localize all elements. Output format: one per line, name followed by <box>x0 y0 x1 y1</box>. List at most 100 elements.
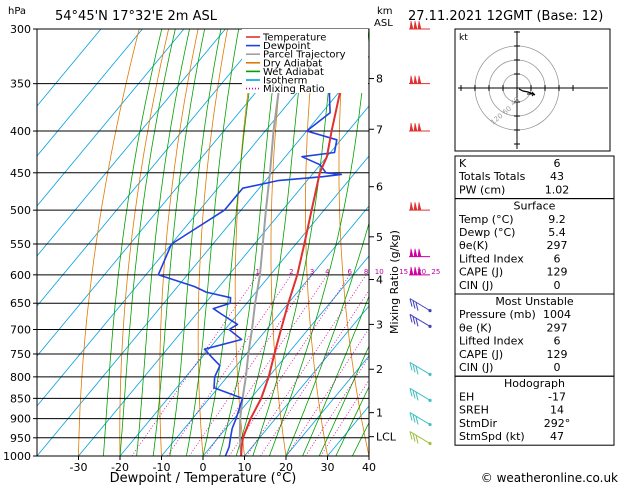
wind-barb <box>409 387 432 402</box>
legend-label: Temperature <box>262 33 326 44</box>
index-value: 297 <box>547 239 568 252</box>
isotherm-line <box>161 205 369 456</box>
index-label: PW (cm) <box>459 183 505 196</box>
isotherm-line <box>244 305 369 456</box>
hpa-unit-label: hPa <box>8 6 26 17</box>
mixing-ratio-label: 6 <box>347 268 352 276</box>
wind-barb <box>409 313 432 328</box>
dry-adiabat-line <box>609 23 629 456</box>
index-value: 129 <box>547 348 568 361</box>
km-tick-label: 8 <box>376 73 383 86</box>
pressure-tick-label: 700 <box>10 324 31 337</box>
mixing-ratio-label: 1 <box>255 268 259 276</box>
wind-barb <box>409 202 430 211</box>
index-label: Dewp (°C) <box>459 226 515 239</box>
index-label: SREH <box>459 404 489 417</box>
mixing-ratio-line <box>228 274 351 456</box>
mixing-ratio-label: 20 <box>417 268 426 276</box>
wind-barb <box>409 361 432 376</box>
dry-adiabat-line <box>197 29 228 456</box>
mixing-ratio-label: 10 <box>375 268 384 276</box>
altitude-km-axis: 8 7 6 5 4 3 2 1 LCL <box>369 73 397 444</box>
legend-label: Mixing Ratio <box>263 84 325 95</box>
hodograph-unit-label: kt <box>459 33 468 43</box>
pressure-tick-label: 750 <box>10 348 31 361</box>
index-label: EH <box>459 390 474 403</box>
pressure-tick-label: 600 <box>10 269 31 282</box>
pressure-axis: 300 350 400 450 500 550 600 650 700 750 800 850 900 9… <box>3 23 37 463</box>
wind-barb <box>409 431 432 446</box>
copyright-text: © weatheronline.co.uk <box>481 471 618 485</box>
index-value: -17 <box>548 390 566 403</box>
wind-barb <box>409 266 430 276</box>
pressure-tick-label: 850 <box>10 392 31 405</box>
pressure-tick-label: 500 <box>10 204 31 217</box>
index-label: Lifted Index <box>459 335 524 348</box>
index-label: CIN (J) <box>459 279 493 292</box>
mixing-ratio-label: 25 <box>431 268 440 276</box>
mixing-ratio-line <box>260 289 369 456</box>
mixing-ratio-line <box>167 274 292 456</box>
mixing-ratio-line <box>246 274 367 456</box>
pressure-tick-label: 400 <box>10 125 31 138</box>
mixing-ratio-label: 2 <box>289 268 293 276</box>
dry-adiabat-line <box>338 29 369 456</box>
km-tick-label: 2 <box>376 363 383 376</box>
section-title: Surface <box>514 200 556 213</box>
isotherm-line <box>37 29 143 157</box>
index-label: K <box>459 157 467 170</box>
index-value: 0 <box>554 361 561 374</box>
legend-background <box>242 29 368 93</box>
wet-adiabat-line <box>318 345 369 456</box>
dry-adiabat-line <box>159 29 199 456</box>
index-value: 47 <box>550 430 564 443</box>
wind-barb <box>409 122 430 132</box>
legend-label: Wet Adiabat <box>263 67 324 78</box>
temperature-axis: -30 -20 -10 0 10 20 30 40 <box>70 456 376 474</box>
km-tick-label: 4 <box>376 274 383 287</box>
temp-tick-label: -30 <box>70 461 88 474</box>
section-title: Most Unstable <box>495 295 574 308</box>
legend-label: Parcel Trajectory <box>263 50 346 61</box>
wind-barb <box>409 20 430 30</box>
pressure-tick-label: 300 <box>10 23 31 36</box>
location-title: 54°45'N 17°32'E 2m ASL <box>55 9 218 24</box>
temperature-line <box>240 29 356 456</box>
index-label: Temp (°C) <box>458 213 514 226</box>
wind-barb <box>409 248 430 258</box>
isotherm-line <box>37 29 185 207</box>
hodograph-frame <box>454 28 611 152</box>
isotherm-line <box>37 55 369 456</box>
dry-adiabat-line <box>78 29 140 456</box>
temp-tick-label: 30 <box>321 461 335 474</box>
legend-label: Dry Adiabat <box>263 58 322 69</box>
storm-motion-arrow-icon <box>527 91 536 97</box>
pressure-tick-label: 900 <box>10 413 31 426</box>
pressure-tick-label: 650 <box>10 297 31 310</box>
temp-tick-label: 40 <box>362 461 376 474</box>
index-label: CIN (J) <box>459 361 493 374</box>
index-value: 9.2 <box>548 213 566 226</box>
index-value: 129 <box>547 266 568 279</box>
legend-label: Dewpoint <box>263 41 311 52</box>
mixing-ratio-line <box>205 274 328 456</box>
pressure-tick-label: 350 <box>10 78 31 91</box>
index-label: CAPE (J) <box>459 266 503 279</box>
index-value: 1004 <box>543 308 571 321</box>
isotherm-line <box>285 355 369 456</box>
pressure-tick-label: 1000 <box>3 450 31 463</box>
dry-adiabat-line <box>305 29 328 456</box>
index-value: 6 <box>554 157 561 170</box>
index-value: 5.4 <box>548 226 566 239</box>
hodograph-ring-label: 60 <box>501 105 513 117</box>
table-box <box>454 375 615 446</box>
mixing-ratio-labels: 1 2 3 4 6 8 10 15 20 25 <box>255 268 440 276</box>
km-tick-label: 5 <box>376 231 383 244</box>
index-value: 43 <box>550 170 564 183</box>
section-title: Hodograph <box>504 377 565 390</box>
wet-adiabat-line <box>186 29 240 456</box>
mixing-ratio-label: 4 <box>325 268 330 276</box>
